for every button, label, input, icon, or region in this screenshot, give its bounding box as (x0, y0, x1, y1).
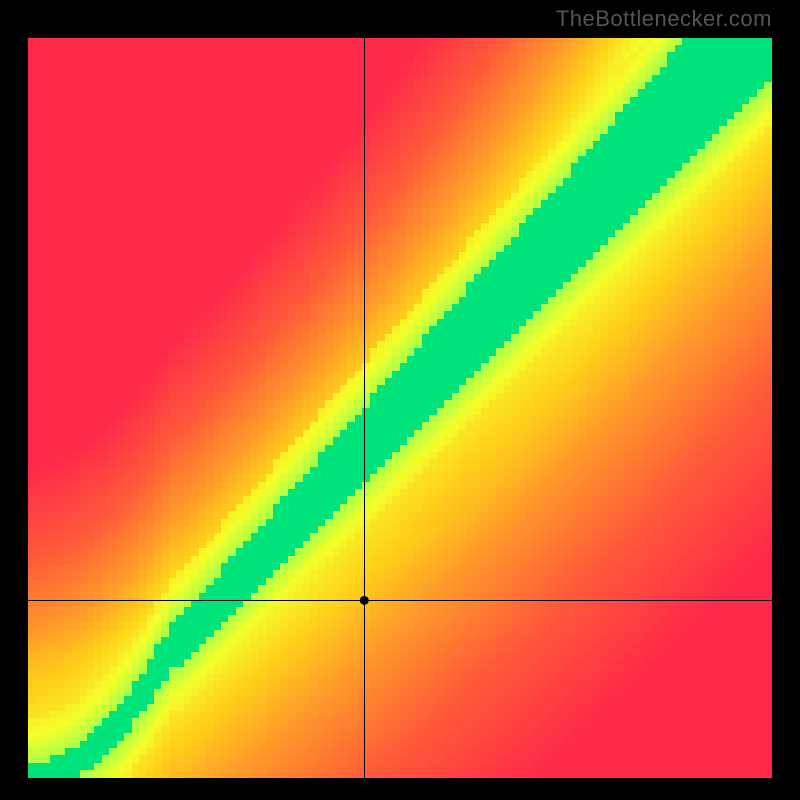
chart-container: TheBottlenecker.com (0, 0, 800, 800)
heatmap-plot (28, 38, 772, 778)
watermark-text: TheBottlenecker.com (556, 6, 772, 32)
heatmap-canvas (28, 38, 772, 778)
